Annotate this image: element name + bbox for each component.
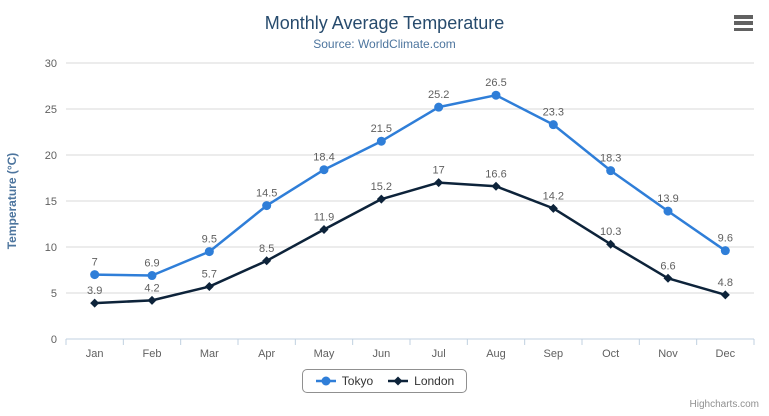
data-label-tokyo: 7 (92, 257, 98, 269)
point-tokyo-aug[interactable] (491, 90, 501, 100)
point-tokyo-feb[interactable] (147, 271, 157, 281)
legend-box: Tokyo London (301, 369, 468, 393)
data-label-tokyo: 9.6 (718, 233, 733, 245)
point-tokyo-oct[interactable] (606, 166, 616, 176)
legend-marker-diamond-icon (388, 376, 409, 386)
point-london-apr[interactable] (262, 256, 272, 266)
series-line-tokyo (94, 93, 727, 277)
legend: Tokyo London (0, 369, 769, 393)
data-label-london: 8.5 (259, 243, 274, 255)
point-london-may[interactable] (319, 225, 329, 235)
data-label-tokyo: 25.2 (428, 89, 449, 101)
data-label-tokyo: 13.9 (657, 193, 678, 205)
data-label-london: 11.9 (314, 212, 335, 224)
point-tokyo-may[interactable] (319, 165, 329, 175)
x-axis-label: Dec (716, 348, 736, 360)
point-london-mar[interactable] (204, 282, 214, 292)
x-axis-label: Feb (143, 348, 162, 360)
point-london-nov[interactable] (663, 273, 673, 283)
y-axis-label: 30 (45, 58, 57, 70)
hamburger-icon (734, 21, 753, 25)
point-tokyo-apr[interactable] (262, 201, 272, 211)
chart-title: Monthly Average Temperature (264, 13, 505, 33)
chart-subtitle: Source: WorldClimate.com (313, 37, 456, 51)
hamburger-icon (734, 15, 753, 19)
legend-item-label: Tokyo (341, 374, 374, 388)
x-axis-label: Jun (372, 348, 390, 360)
point-london-sep[interactable] (548, 203, 558, 213)
x-axis-label: Jan (86, 348, 104, 360)
point-tokyo-jan[interactable] (90, 270, 100, 280)
y-axis-label: 10 (45, 242, 57, 254)
y-axis-label: 0 (51, 334, 57, 346)
data-label-tokyo: 14.5 (256, 188, 277, 200)
point-tokyo-jun[interactable] (376, 136, 386, 146)
data-label-london: 4.2 (144, 282, 159, 294)
y-axis-label: 15 (45, 196, 57, 208)
data-label-tokyo: 6.9 (144, 258, 159, 270)
x-axis-label: Apr (258, 348, 275, 360)
data-label-london: 14.2 (543, 190, 564, 202)
x-axis-label: May (314, 348, 335, 360)
data-label-london: 4.8 (718, 277, 733, 289)
export-menu-button[interactable] (734, 14, 756, 32)
point-london-aug[interactable] (491, 181, 501, 191)
point-london-jun[interactable] (376, 194, 386, 204)
data-label-tokyo: 18.3 (600, 153, 621, 165)
point-tokyo-nov[interactable] (663, 206, 673, 216)
x-axis-label: Nov (658, 348, 678, 360)
legend-item-tokyo[interactable]: Tokyo (315, 374, 373, 388)
y-axis-title: Temperature (°C) (5, 153, 19, 250)
point-london-dec[interactable] (720, 290, 730, 300)
legend-marker-symbol (321, 376, 331, 386)
data-label-tokyo: 26.5 (485, 77, 506, 89)
point-tokyo-dec[interactable] (720, 246, 730, 256)
point-tokyo-jul[interactable] (434, 102, 444, 112)
legend-item-london[interactable]: London (387, 374, 454, 388)
x-axis-label: Sep (544, 348, 564, 360)
data-label-london: 5.7 (202, 269, 217, 281)
point-london-jan[interactable] (90, 298, 100, 308)
series-line-london (94, 181, 726, 305)
y-axis-label: 25 (45, 104, 57, 116)
data-label-london: 15.2 (371, 181, 392, 193)
point-london-jul[interactable] (434, 178, 444, 188)
x-axis-label: Oct (602, 348, 619, 360)
data-label-london: 6.6 (660, 260, 675, 272)
point-tokyo-mar[interactable] (204, 247, 214, 257)
credits-link[interactable]: Highcharts.com (689, 399, 759, 410)
legend-marker-circle-icon (315, 376, 336, 386)
data-label-london: 17 (433, 165, 445, 177)
data-label-london: 16.6 (485, 168, 506, 180)
data-label-london: 10.3 (600, 226, 621, 238)
point-tokyo-sep[interactable] (548, 120, 558, 130)
x-axis-label: Aug (486, 348, 506, 360)
hamburger-icon (734, 27, 753, 31)
x-axis-label: Jul (432, 348, 446, 360)
data-label-tokyo: 21.5 (371, 123, 392, 135)
data-label-tokyo: 18.4 (313, 152, 334, 164)
data-label-tokyo: 23.3 (543, 107, 564, 119)
legend-item-label: London (414, 374, 455, 388)
x-axis-label: Mar (200, 348, 219, 360)
data-label-tokyo: 9.5 (202, 234, 217, 246)
point-london-feb[interactable] (147, 295, 157, 305)
point-london-oct[interactable] (606, 239, 616, 249)
y-axis-label: 20 (45, 150, 57, 162)
legend-marker-symbol (393, 376, 403, 386)
y-axis-label: 5 (51, 288, 57, 300)
data-label-london: 3.9 (87, 285, 102, 297)
